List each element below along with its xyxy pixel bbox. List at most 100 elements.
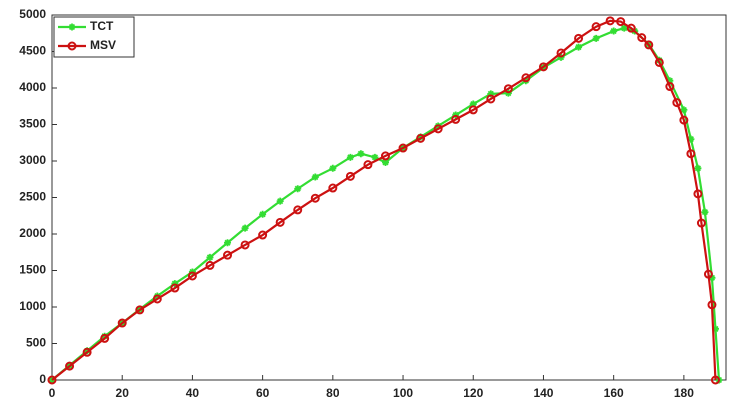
marker <box>451 114 461 124</box>
y-tick-label: 4500 <box>19 44 46 58</box>
marker <box>206 253 214 261</box>
marker <box>100 333 110 343</box>
marker <box>345 171 355 181</box>
x-tick-label: 20 <box>116 386 130 400</box>
marker <box>469 100 477 108</box>
marker <box>65 361 75 371</box>
marker <box>117 318 127 328</box>
x-tick-label: 160 <box>604 386 624 400</box>
marker <box>693 189 703 199</box>
marker <box>591 22 601 32</box>
y-tick-label: 5000 <box>19 7 46 21</box>
marker <box>556 48 566 58</box>
marker <box>398 143 408 153</box>
marker <box>328 183 338 193</box>
marker <box>357 150 365 158</box>
marker <box>416 133 426 143</box>
marker <box>694 164 702 172</box>
marker <box>468 105 478 115</box>
marker <box>170 283 180 293</box>
marker <box>644 40 654 50</box>
marker <box>276 197 284 205</box>
marker <box>655 56 663 64</box>
x-tick-label: 120 <box>463 386 483 400</box>
y-tick-label: 4000 <box>19 80 46 94</box>
marker <box>329 164 337 172</box>
y-tick-label: 1500 <box>19 263 46 277</box>
series-line <box>51 26 721 381</box>
series-line <box>51 19 717 381</box>
marker <box>82 347 92 357</box>
marker <box>240 240 250 250</box>
marker <box>241 224 249 232</box>
marker <box>610 27 618 35</box>
x-tick-label: 180 <box>674 386 694 400</box>
marker <box>672 98 682 108</box>
marker <box>47 375 57 385</box>
y-tick-label: 1000 <box>19 299 46 313</box>
x-tick-label: 140 <box>533 386 553 400</box>
legend-marker <box>68 23 76 31</box>
marker <box>487 90 495 98</box>
marker <box>575 43 583 51</box>
marker <box>83 347 91 355</box>
marker <box>605 16 615 26</box>
x-tick-label: 60 <box>256 386 270 400</box>
marker <box>574 33 584 43</box>
marker <box>503 84 513 94</box>
marker <box>592 34 600 42</box>
marker <box>310 193 320 203</box>
marker <box>686 149 696 159</box>
marker <box>205 260 215 270</box>
marker <box>538 62 548 72</box>
marker <box>311 173 319 181</box>
marker <box>521 73 531 83</box>
marker <box>363 160 373 170</box>
legend-label: TCT <box>90 19 114 33</box>
legend-label: MSV <box>90 38 116 52</box>
y-tick-label: 3500 <box>19 117 46 131</box>
marker <box>616 17 626 27</box>
marker <box>680 106 688 114</box>
marker <box>101 332 109 340</box>
marker <box>187 271 197 281</box>
marker <box>346 153 354 161</box>
marker <box>696 218 706 228</box>
marker <box>703 269 713 279</box>
marker <box>259 210 267 218</box>
marker <box>637 33 647 43</box>
marker <box>626 23 636 33</box>
marker <box>687 135 695 143</box>
x-tick-label: 40 <box>186 386 200 400</box>
marker <box>258 230 268 240</box>
x-tick-label: 80 <box>326 386 340 400</box>
marker <box>381 158 389 166</box>
marker <box>417 133 425 141</box>
marker <box>620 24 628 32</box>
marker <box>707 300 717 310</box>
marker <box>380 151 390 161</box>
marker <box>152 294 162 304</box>
marker <box>666 77 674 85</box>
y-tick-label: 2000 <box>19 226 46 240</box>
x-tick-label: 0 <box>49 386 56 400</box>
y-tick-label: 3000 <box>19 153 46 167</box>
x-tick-label: 100 <box>393 386 413 400</box>
legend: TCT MSV <box>53 16 135 58</box>
marker <box>223 250 233 260</box>
marker <box>708 274 716 282</box>
marker <box>654 57 664 67</box>
marker <box>224 239 232 247</box>
y-tick-label: 0 <box>39 372 46 386</box>
marker <box>710 375 720 385</box>
marker <box>701 208 709 216</box>
legend-box <box>53 16 135 58</box>
y-tick-label: 2500 <box>19 190 46 204</box>
marker <box>711 325 719 333</box>
marker <box>665 82 675 92</box>
marker <box>293 205 303 215</box>
marker <box>294 185 302 193</box>
plot-area <box>51 14 727 381</box>
marker <box>135 305 145 315</box>
